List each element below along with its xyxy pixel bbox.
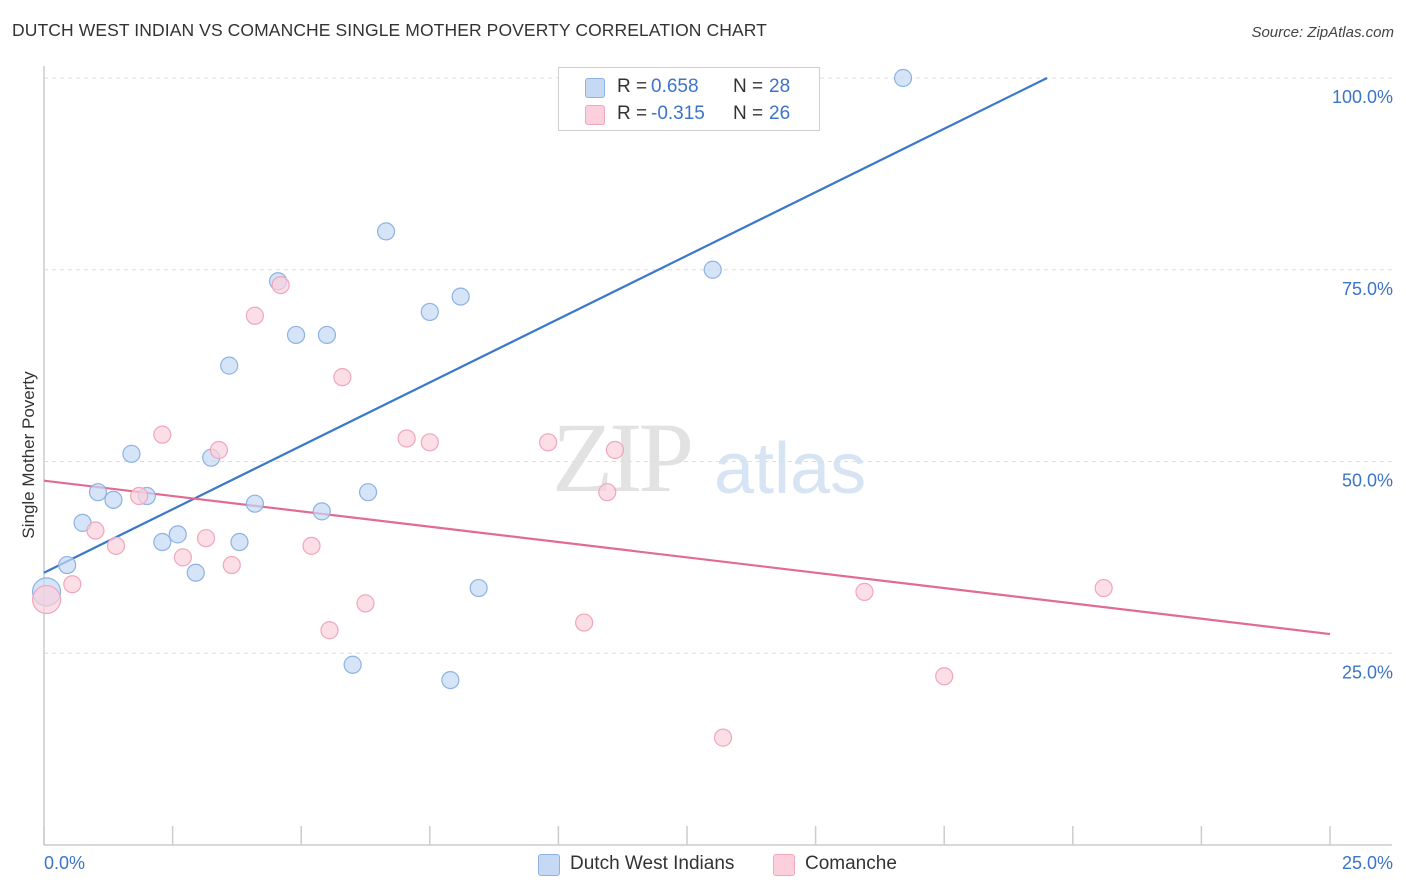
dutch-west-indians-point — [441, 670, 460, 690]
legend-label: Comanche — [805, 853, 897, 874]
comanche-point — [356, 594, 375, 613]
comanche-point — [855, 582, 874, 601]
dutch-west-indians-point — [245, 494, 265, 513]
y-tick-label: 75.0% — [1342, 279, 1393, 299]
r-value: -0.315 — [651, 103, 705, 124]
pink-swatch — [585, 105, 605, 125]
dutch-west-indians-point — [230, 532, 249, 552]
comanche-point — [86, 521, 105, 540]
comanche-point — [605, 440, 625, 460]
r-label: R = — [617, 76, 648, 97]
dutch-west-indians-point — [122, 444, 141, 463]
comanche-point — [935, 667, 954, 686]
comanche-point — [1094, 578, 1113, 598]
comanche-trend-line — [43, 479, 1331, 636]
comanche-point — [713, 728, 733, 747]
y-tick-label: 25.0% — [1342, 662, 1393, 682]
n-value: 26 — [769, 103, 791, 124]
n-label: N = — [733, 103, 764, 124]
comanche-point — [31, 584, 62, 615]
dutch-west-indians-point — [343, 655, 362, 674]
comanche-point — [598, 483, 617, 502]
dutch-west-indians-point — [58, 555, 77, 575]
dutch-west-indians-point — [358, 483, 378, 502]
source-credit: Source: ZipAtlas.com — [1251, 24, 1394, 41]
watermark-atlas: atlas — [714, 429, 867, 509]
dutch-west-indians-point — [286, 325, 306, 345]
dutch-west-indians-point — [317, 325, 337, 345]
legend-label: Dutch West Indians — [570, 853, 735, 874]
dutch-west-indians-trend-line — [43, 77, 1048, 574]
dutch-west-indians-point — [153, 532, 172, 552]
n-label: N = — [733, 76, 764, 97]
dutch-west-indians-point — [469, 578, 488, 598]
axes — [43, 66, 1392, 846]
dutch-west-indians-point — [220, 356, 239, 375]
r-label: R = — [617, 103, 648, 124]
comanche-point — [302, 536, 321, 555]
comanche-point — [271, 275, 290, 295]
comanche-point — [575, 613, 594, 632]
pink-swatch — [773, 854, 795, 876]
dutch-west-indians-point — [104, 490, 123, 509]
y-axis-label: Single Mother Poverty — [19, 371, 38, 539]
y-tick-label: 50.0% — [1342, 471, 1393, 491]
comanche-point — [222, 555, 241, 575]
comanche-point — [320, 621, 339, 640]
comanche-point — [420, 433, 439, 452]
blue-swatch — [538, 854, 560, 876]
dutch-west-indians-point — [451, 287, 470, 306]
dutch-west-indians-point — [168, 525, 187, 544]
comanche-point — [63, 575, 82, 594]
comanche-point — [106, 536, 126, 555]
dutch-west-indians-point — [893, 68, 913, 88]
y-tick-label: 100.0% — [1332, 87, 1393, 107]
legend-row-pink: R = -0.315 N = 26 — [559, 101, 819, 127]
x-tick-label: 25.0% — [1342, 853, 1393, 873]
x-tick-label: 0.0% — [44, 853, 85, 873]
dutch-west-indians-point — [88, 483, 108, 502]
dutch-west-indians-point — [376, 222, 396, 241]
comanche-point — [173, 548, 192, 567]
n-value: 28 — [769, 76, 791, 97]
blue-swatch — [585, 78, 605, 98]
comanche-point — [397, 429, 416, 448]
dutch-west-indians-point — [312, 502, 331, 521]
dutch-west-indians-point — [420, 302, 439, 322]
comanche-point — [245, 306, 265, 325]
watermark-zip: ZIP — [552, 402, 694, 513]
comanche-point — [153, 425, 172, 444]
grid-lines — [44, 77, 1392, 654]
correlation-legend: R = 0.658 N = 28 R = -0.315 N = 26 — [558, 67, 820, 131]
comanche-point — [539, 433, 558, 452]
tick-labels: 100.0% 75.0% 50.0% 25.0% 0.0% 25.0% — [44, 87, 1393, 873]
comanche-point — [333, 368, 352, 387]
legend-row-blue: R = 0.658 N = 28 — [559, 74, 819, 100]
comanche-point — [196, 529, 216, 548]
comanche-point — [130, 486, 149, 506]
series-legend: Dutch West Indians Comanche — [0, 852, 1406, 880]
r-value: 0.658 — [651, 76, 699, 97]
comanche-point — [209, 440, 228, 460]
dutch-west-indians-point — [703, 260, 722, 279]
chart-title: DUTCH WEST INDIAN VS COMANCHE SINGLE MOT… — [12, 20, 767, 40]
data-points — [31, 68, 1113, 747]
dutch-west-indians-point — [186, 563, 205, 582]
